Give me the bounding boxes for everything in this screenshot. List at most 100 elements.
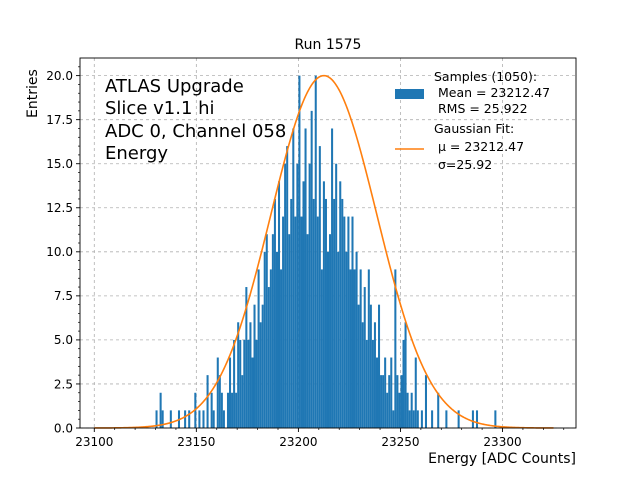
- histogram-bar-56: [306, 234, 309, 428]
- y-axis-ticks: 0.0 2.5 5.0 7.5 10.0 12.5 15.0 17.5 20.0: [46, 66, 80, 435]
- histogram-bar-1: [159, 392, 162, 428]
- histogram-bar-10: [206, 375, 209, 428]
- histogram-bar-100: [396, 375, 399, 428]
- y-tick-label-2: 5.0: [54, 333, 73, 347]
- legend-samples-line-1: Samples (1050):: [434, 69, 537, 84]
- histogram-bar-48: [290, 198, 293, 428]
- annotation-line-2: Slice v1.1 hi: [105, 98, 215, 119]
- histogram-bar-18: [229, 357, 232, 428]
- histogram-bar-19: [231, 392, 234, 428]
- histogram-bar-35: [263, 251, 266, 428]
- histogram-bar-99: [394, 269, 397, 428]
- histogram-bar-16: [222, 410, 225, 428]
- histogram-bar-51: [296, 163, 299, 428]
- histogram-bar-62: [318, 146, 321, 428]
- legend: Samples (1050): Mean = 23212.47 RMS = 25…: [395, 69, 550, 172]
- histogram-bar-105: [406, 392, 409, 428]
- histogram-bar-50: [294, 216, 297, 428]
- x-tick-label-4: 23300: [483, 435, 521, 449]
- histogram-bar-94: [384, 357, 387, 428]
- x-tick-label-0: 23100: [75, 435, 113, 449]
- histogram-bar-31: [255, 339, 258, 428]
- histogram-bar-57: [308, 163, 311, 428]
- y-tick-label-7: 17.5: [46, 113, 73, 127]
- histogram-bar-43: [280, 269, 283, 428]
- histogram-bar-103: [402, 339, 405, 428]
- histogram-bar-75: [345, 251, 348, 428]
- histogram-bar-115: [445, 410, 448, 428]
- histogram-bar-49: [292, 128, 295, 428]
- histogram-bar-67: [329, 234, 332, 428]
- histogram-bar-58: [310, 110, 313, 428]
- histogram-bar-116: [457, 410, 460, 428]
- histogram-bar-114: [437, 392, 440, 428]
- histogram-bar-119: [494, 410, 497, 428]
- y-tick-label-4: 10.0: [46, 245, 73, 259]
- histogram-bar-90: [375, 357, 379, 428]
- histogram-bar-33: [259, 322, 262, 428]
- y-axis-label: Entries: [25, 69, 41, 118]
- histogram-bar-101: [398, 392, 401, 428]
- y-tick-label-1: 2.5: [54, 377, 73, 391]
- histogram-bar-17: [226, 392, 230, 428]
- histogram-bar-55: [304, 128, 307, 428]
- histogram-bar-98: [392, 410, 395, 428]
- histogram-bar-63: [320, 269, 323, 428]
- histogram-bar-42: [277, 181, 281, 428]
- histogram-bar-23: [239, 339, 242, 428]
- histogram-bar-117: [471, 410, 474, 428]
- histogram-bar-30: [253, 304, 256, 428]
- histogram-bar-76: [347, 216, 350, 428]
- histogram-bar-74: [343, 216, 346, 428]
- annotation-line-1: ATLAS Upgrade: [105, 76, 244, 97]
- gaussian-fit-curve: [94, 74, 554, 429]
- histogram-bar-86: [367, 269, 370, 428]
- annotation-block: ATLAS Upgrade Slice v1.1 hi ADC 0, Chann…: [105, 76, 286, 164]
- y-tick-label-0: 0.0: [54, 421, 73, 435]
- histogram-bar-5: [184, 410, 187, 428]
- histogram-bar-78: [351, 216, 354, 428]
- histogram-bar-21: [235, 392, 238, 428]
- annotation-line-3: ADC 0, Channel 058: [105, 121, 286, 142]
- histogram-bar-96: [388, 375, 391, 428]
- histogram-bar-93: [382, 375, 385, 428]
- histogram-bar-91: [378, 304, 381, 428]
- histogram-bar-20: [233, 339, 236, 428]
- histogram-bar-0: [155, 410, 158, 428]
- histogram-bar-11: [210, 392, 213, 428]
- histogram-bar-104: [404, 322, 407, 428]
- histogram-bar-8: [198, 410, 201, 428]
- histogram-bar-25: [243, 339, 246, 428]
- histogram-bar-112: [424, 375, 427, 428]
- histogram-bar-80: [355, 251, 358, 428]
- histogram-bar-108: [412, 410, 415, 428]
- y-tick-label-5: 12.5: [46, 201, 73, 215]
- histogram-bar-66: [326, 251, 330, 428]
- histogram-bars: [155, 75, 497, 428]
- histogram-bar-15: [220, 392, 223, 428]
- histogram-bar-113: [431, 410, 434, 428]
- histogram-bar-3: [169, 410, 172, 428]
- histogram-bar-84: [363, 287, 366, 428]
- histogram-bar-53: [300, 216, 303, 428]
- histogram-bar-109: [414, 357, 417, 428]
- histogram-bar-39: [271, 234, 274, 428]
- histogram-bar-27: [247, 339, 250, 428]
- x-tick-label-1: 23150: [177, 435, 215, 449]
- y-tick-label-8: 20.0: [46, 69, 73, 83]
- histogram-bar-37: [267, 287, 270, 428]
- histogram-bar-6: [188, 410, 191, 428]
- y-tick-label-3: 7.5: [54, 289, 73, 303]
- histogram-bar-24: [241, 375, 244, 428]
- histogram-bar-107: [410, 392, 413, 428]
- histogram-bar-22: [237, 322, 240, 428]
- histogram-bar-69: [333, 198, 336, 428]
- histogram-bar-87: [369, 304, 372, 428]
- histogram-bar-118: [475, 410, 479, 428]
- histogram-bar-97: [390, 357, 393, 428]
- histogram-bar-40: [273, 198, 276, 428]
- histogram-bar-44: [282, 216, 285, 428]
- histogram-bar-46: [286, 146, 289, 428]
- x-tick-label-2: 23200: [279, 435, 317, 449]
- histogram-bar-59: [312, 198, 315, 428]
